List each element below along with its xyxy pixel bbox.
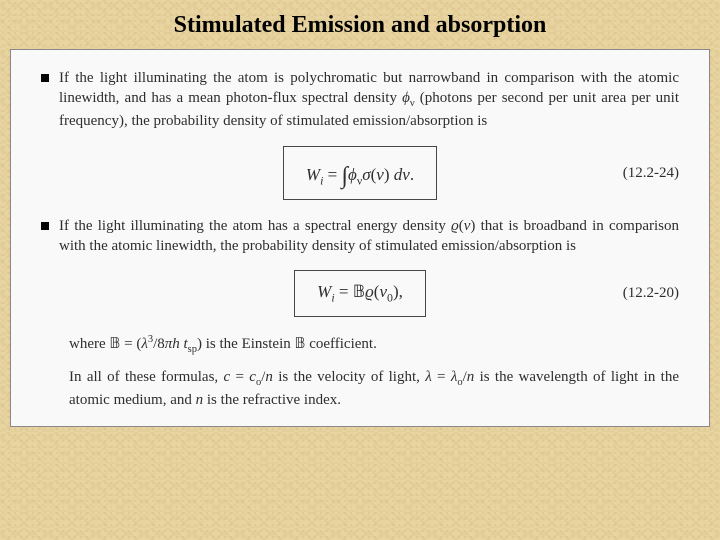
bullet-marker: [41, 222, 49, 230]
slide-title: Stimulated Emission and absorption: [10, 12, 710, 39]
where-clause: where 𝔹 = (λ3/8πh tsp) is the Einstein 𝔹…: [69, 333, 679, 357]
equation-number-2: (12.2-20): [623, 283, 679, 303]
content-box: If the light illuminating the atom is po…: [10, 49, 710, 427]
bullet-text-2: If the light illuminating the atom has a…: [59, 216, 679, 257]
equation-box-1: Wi = ∫ϕνσ(ν) dν.: [283, 146, 437, 200]
equation-row-1: Wi = ∫ϕνσ(ν) dν. (12.2-24): [41, 146, 679, 200]
equation-row-2: Wi = 𝔹ϱ(ν0), (12.2-20): [41, 270, 679, 316]
equation-number-1: (12.2-24): [623, 163, 679, 183]
bullet-marker: [41, 74, 49, 82]
closing-paragraph: In all of these formulas, c = co/n is th…: [69, 367, 679, 410]
equation-box-2: Wi = 𝔹ϱ(ν0),: [294, 270, 426, 316]
bullet-text-1: If the light illuminating the atom is po…: [59, 68, 679, 132]
slide-container: Stimulated Emission and absorption If th…: [0, 0, 720, 540]
bullet-item-1: If the light illuminating the atom is po…: [41, 68, 679, 132]
bullet-item-2: If the light illuminating the atom has a…: [41, 216, 679, 257]
